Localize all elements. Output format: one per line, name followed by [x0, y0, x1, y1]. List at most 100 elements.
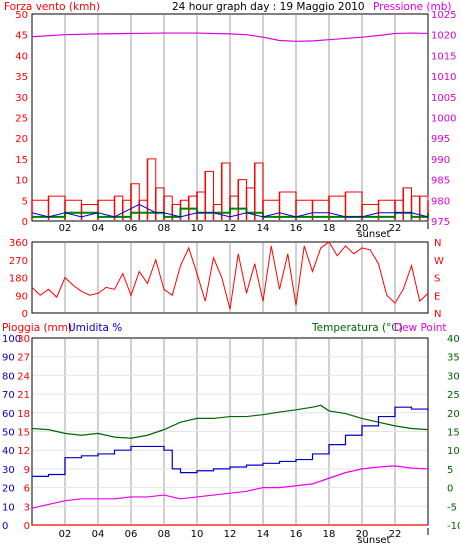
env-panel-hour-label: 04: [92, 529, 105, 540]
dew-point-title: Dew Point: [394, 322, 447, 334]
wind-panel-hour-label: 10: [191, 223, 204, 234]
wind-direction-line: [31, 241, 429, 310]
rain-tick-label: 6: [24, 484, 30, 495]
direction-left-tick-label: 0: [22, 309, 28, 320]
pressure-line: [31, 32, 429, 42]
env-panel-hour-label: 16: [290, 529, 303, 540]
wind-left-tick-label: 5: [22, 196, 28, 207]
wind-left-tick-label: 50: [15, 10, 28, 21]
env-panel-hour-label: 22: [389, 529, 402, 540]
humidity-tick-label: 50: [2, 428, 15, 439]
direction-left-tick-label: 360: [9, 238, 28, 249]
wind-panel-hour-label: 16: [290, 223, 303, 234]
humidity-line: [32, 406, 429, 477]
rain-tick-label: 24: [17, 371, 30, 382]
wind-left-tick-label: 40: [15, 51, 28, 62]
temperature-tick-label: 20: [447, 409, 460, 420]
wind-left-tick-label: 0: [22, 217, 28, 228]
temperature-tick-label: 15: [447, 428, 460, 439]
temperature-tick-label: 35: [447, 353, 460, 364]
temperature-title: Temperatura (°C): [311, 322, 403, 334]
humidity-tick-label: 0: [2, 521, 8, 532]
pressure-right-tick-label: 975: [431, 217, 450, 228]
rain-title: Pioggia (mm): [2, 322, 72, 334]
temperature-tick-label: 10: [447, 446, 460, 457]
pressure-right-tick-label: 990: [431, 155, 450, 166]
humidity-tick-label: 40: [2, 446, 15, 457]
wind-panel-hour-label: 14: [257, 223, 270, 234]
temperature-line: [31, 404, 429, 439]
env-panel-hour-label: 08: [158, 529, 171, 540]
wind-panel-right-title: Pressione (mb): [373, 1, 452, 13]
humidity-title: Umidita %: [68, 322, 122, 334]
pressure-right-tick-label: 1005: [431, 93, 456, 104]
wind-left-tick-label: 20: [15, 134, 28, 145]
direction-compass-label: N: [434, 238, 441, 249]
wind-panel-hour-label: 08: [158, 223, 171, 234]
temperature-tick-label: -5: [447, 502, 457, 513]
wind-left-tick-label: 25: [15, 114, 28, 125]
pressure-right-tick-label: 1000: [431, 114, 456, 125]
wind-panel-hour-label: 18: [323, 223, 336, 234]
env-panel-sunset-label: sunset: [357, 535, 390, 546]
rain-tick-label: 30: [17, 334, 30, 345]
wind-speed-line: [32, 158, 429, 205]
env-panel-hour-label: 14: [257, 529, 270, 540]
direction-compass-label: W: [434, 256, 444, 267]
wind-panel-sunset-label: sunset: [357, 229, 390, 240]
wind-green-line: [32, 207, 429, 218]
rain-tick-label: 18: [17, 409, 30, 420]
humidity-tick-label: 70: [2, 390, 15, 401]
temperature-tick-label: 0: [447, 484, 453, 495]
pressure-right-tick-label: 995: [431, 134, 450, 145]
env-panel-hour-label: 06: [125, 529, 138, 540]
rain-tick-label: 0: [24, 521, 30, 532]
direction-compass-label: N: [434, 309, 441, 320]
pressure-right-tick-label: 1010: [431, 72, 456, 83]
wind-left-tick-label: 15: [15, 155, 28, 166]
pressure-right-tick-label: 1015: [431, 51, 456, 62]
temperature-tick-label: 40: [447, 334, 460, 345]
humidity-tick-label: 60: [2, 409, 15, 420]
wind-left-tick-label: 10: [15, 176, 28, 187]
rain-tick-label: 27: [17, 353, 30, 364]
wind-avg-line: [31, 203, 429, 218]
wind-left-tick-label: 30: [15, 93, 28, 104]
wind-panel-hour-label: 20: [356, 223, 369, 234]
rain-tick-label: 9: [24, 465, 30, 476]
temperature-tick-label: 25: [447, 390, 460, 401]
env-panel-hour-label: 02: [59, 529, 72, 540]
direction-left-tick-label: 270: [9, 256, 28, 267]
humidity-tick-label: 90: [2, 353, 15, 364]
direction-left-tick-label: 180: [9, 274, 28, 285]
env-panel-hour-label: 18: [323, 529, 336, 540]
wind-left-tick-label: 35: [15, 72, 28, 83]
wind-panel-hour-label: 02: [59, 223, 72, 234]
temperature-tick-label: 5: [447, 465, 453, 476]
rain-tick-label: 12: [17, 446, 30, 457]
direction-compass-label: S: [434, 274, 440, 285]
rain-tick-label: 3: [24, 502, 30, 513]
wind-panel-hour-label: 22: [389, 223, 402, 234]
temperature-tick-label: 30: [447, 371, 460, 382]
rain-tick-label: 21: [17, 390, 30, 401]
pressure-right-tick-label: 1025: [431, 10, 456, 21]
env-panel-hour-label: 12: [224, 529, 237, 540]
humidity-tick-label: 80: [2, 371, 15, 382]
wind-panel-hour-label: 04: [92, 223, 105, 234]
humidity-tick-label: 10: [2, 502, 15, 513]
pressure-right-tick-label: 1020: [431, 31, 456, 42]
pressure-right-tick-label: 985: [431, 176, 450, 187]
direction-compass-label: E: [434, 291, 440, 302]
humidity-tick-label: 20: [2, 484, 15, 495]
humidity-tick-label: 100: [2, 334, 21, 345]
direction-left-tick-label: 90: [15, 291, 28, 302]
wind-left-tick-label: 45: [15, 31, 28, 42]
wind-panel-hour-label: 06: [125, 223, 138, 234]
env-panel-hour-label: 20: [356, 529, 369, 540]
dew-point-line: [31, 465, 429, 509]
humidity-tick-label: 30: [2, 465, 15, 476]
pressure-right-tick-label: 980: [431, 196, 450, 207]
